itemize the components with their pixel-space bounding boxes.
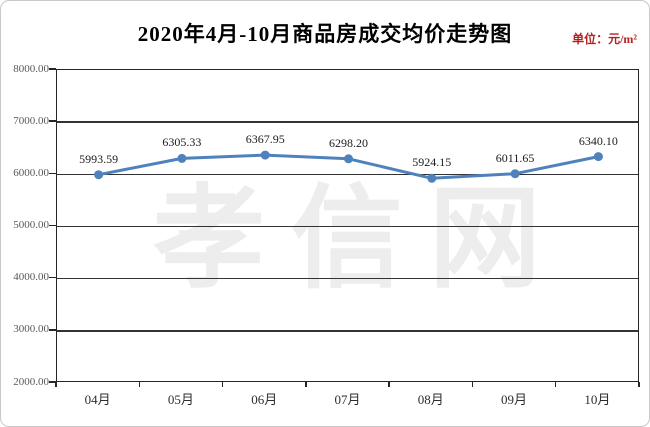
x-tick-mark-4 bbox=[388, 382, 390, 387]
gridline-4000 bbox=[57, 277, 638, 280]
x-tick-mark-1 bbox=[138, 382, 141, 387]
x-tick-label-04月: 04月 bbox=[84, 392, 111, 407]
y-tick-label-7000: 7000.00 bbox=[13, 114, 49, 127]
plot-area: 孝信网 5993.59 6305.33 6367.95 6298.20 5924.15 6… bbox=[56, 69, 639, 382]
gridline-7000 bbox=[57, 121, 638, 123]
y-tick-mark-2000 bbox=[49, 381, 56, 383]
gridline-6000 bbox=[57, 173, 638, 176]
y-tick-label-6000: 6000.00 bbox=[13, 166, 49, 179]
point-value-label-06月: 6367.95 bbox=[245, 132, 285, 147]
data-point-10月 bbox=[593, 152, 603, 162]
price-line-chart bbox=[94, 150, 603, 183]
x-tick-label-08月: 08月 bbox=[417, 392, 444, 407]
data-point-09月 bbox=[510, 169, 520, 179]
point-value-label-05月: 6305.33 bbox=[162, 135, 202, 150]
x-tick-mark-2 bbox=[221, 382, 224, 387]
chart-title: 2020年4月-10月商品房成交均价走势图 bbox=[137, 22, 513, 46]
unit-label: 单位：元/m² bbox=[572, 32, 637, 46]
x-tick-label-10月: 10月 bbox=[584, 392, 611, 407]
x-tick-mark-3 bbox=[305, 382, 307, 387]
data-point-07月 bbox=[344, 154, 353, 164]
y-tick-label-8000: 8000.00 bbox=[13, 62, 49, 75]
y-tick-label-2000: 2000.00 bbox=[13, 375, 49, 388]
x-tick-label-09月: 09月 bbox=[501, 392, 528, 407]
point-value-label-08月: 5924.15 bbox=[412, 155, 452, 170]
x-tick-mark-7 bbox=[638, 382, 640, 387]
x-tick-mark-6 bbox=[554, 382, 557, 387]
y-tick-label-4000: 4000.00 bbox=[13, 271, 49, 284]
x-tick-label-07月: 07月 bbox=[334, 392, 361, 407]
data-point-06月 bbox=[260, 150, 270, 160]
y-tick-label-5000: 5000.00 bbox=[13, 219, 49, 231]
data-point-08月 bbox=[427, 173, 437, 183]
x-tick-label-06月: 06月 bbox=[251, 392, 278, 407]
gridline-5000 bbox=[57, 225, 638, 228]
point-value-label-10月: 6340.10 bbox=[578, 133, 618, 148]
y-tick-label-3000: 3000.00 bbox=[13, 323, 49, 336]
watermark-text: 孝信网 bbox=[152, 175, 567, 301]
x-tick-mark-5 bbox=[471, 382, 474, 387]
x-tick-mark-0 bbox=[55, 382, 57, 387]
point-value-label-09月: 6011.65 bbox=[495, 150, 535, 165]
y-tick-mark-3000 bbox=[49, 329, 56, 331]
x-tick-label-05月: 05月 bbox=[167, 392, 194, 407]
y-tick-mark-5000 bbox=[49, 224, 56, 227]
data-point-05月 bbox=[177, 153, 187, 163]
y-tick-mark-7000 bbox=[49, 120, 56, 122]
y-tick-mark-4000 bbox=[49, 276, 56, 279]
y-tick-mark-8000 bbox=[49, 68, 56, 70]
data-point-04月 bbox=[94, 170, 104, 180]
y-tick-mark-6000 bbox=[49, 172, 56, 175]
point-value-label-04月: 5993.59 bbox=[79, 151, 119, 166]
point-value-label-07月: 6298.20 bbox=[329, 135, 368, 150]
gridline-3000 bbox=[57, 330, 638, 332]
